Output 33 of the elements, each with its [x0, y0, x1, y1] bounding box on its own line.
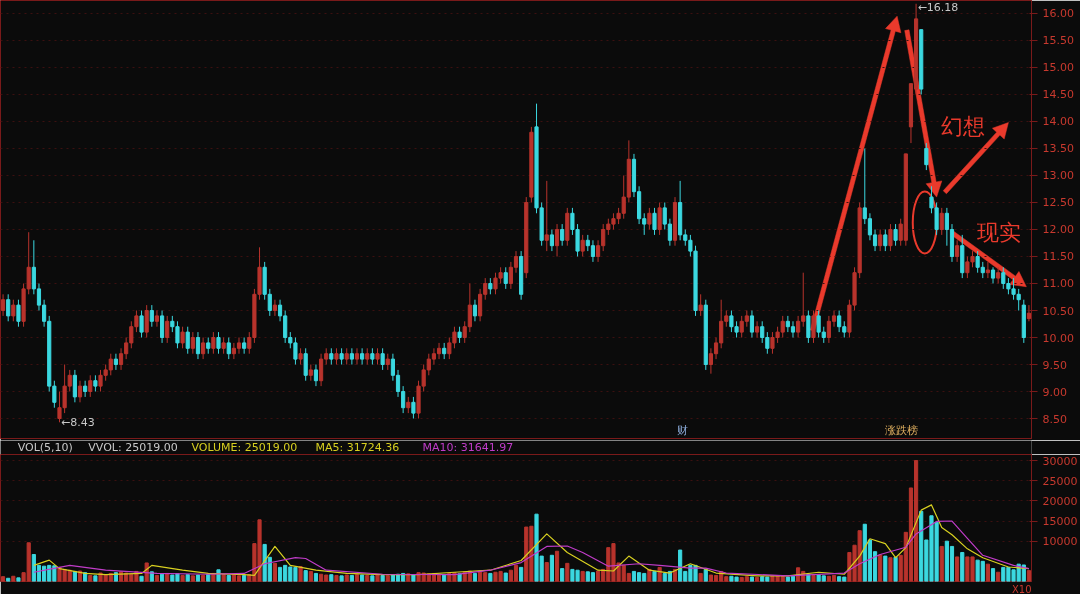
annotation: 财	[677, 423, 689, 437]
text: X10	[1011, 583, 1032, 594]
y-tick-label: 13.00	[1042, 169, 1074, 183]
y-tick-label: 10000	[1042, 535, 1078, 549]
annotation: ←16.18	[917, 0, 959, 14]
y-tick-label: 10.00	[1042, 331, 1074, 345]
y-tick-label: 9.50	[1042, 358, 1067, 372]
annotation: 现实	[976, 219, 1021, 245]
y-tick-label: 11.50	[1042, 250, 1074, 264]
y-tick-label: 12.50	[1042, 196, 1074, 210]
y-tick-label: 15000	[1042, 515, 1078, 529]
y-tick-label: 15.50	[1042, 34, 1074, 48]
y-tick-label: 9.00	[1042, 385, 1067, 399]
y-tick-label: 14.00	[1042, 115, 1074, 129]
y-tick-label: 20000	[1042, 494, 1078, 508]
text: MA10: 31641.97	[422, 441, 514, 454]
text: MA5: 31724.36	[315, 441, 400, 454]
annotation: ←8.43	[61, 415, 95, 429]
y-tick-label: 13.50	[1042, 142, 1074, 156]
y-tick-label: 15.00	[1042, 61, 1074, 75]
text: VOLUME: 25019.00	[191, 441, 298, 454]
chart-title: VOL(5,10)	[17, 441, 73, 454]
text: VVOL: 25019.00	[88, 441, 178, 454]
annotation: 涨跌榜	[885, 423, 919, 437]
y-tick-label: 8.50	[1042, 412, 1067, 426]
y-tick-label: 16.00	[1042, 7, 1074, 21]
y-tick-label: 10.50	[1042, 304, 1074, 318]
y-tick-label: 14.50	[1042, 88, 1074, 102]
y-tick-label: 11.00	[1042, 277, 1074, 291]
annotation: 幻想	[940, 114, 985, 140]
y-tick-label: 12.00	[1042, 223, 1074, 237]
y-tick-label: 30000	[1042, 454, 1078, 468]
y-tick-label: 25000	[1042, 474, 1078, 488]
